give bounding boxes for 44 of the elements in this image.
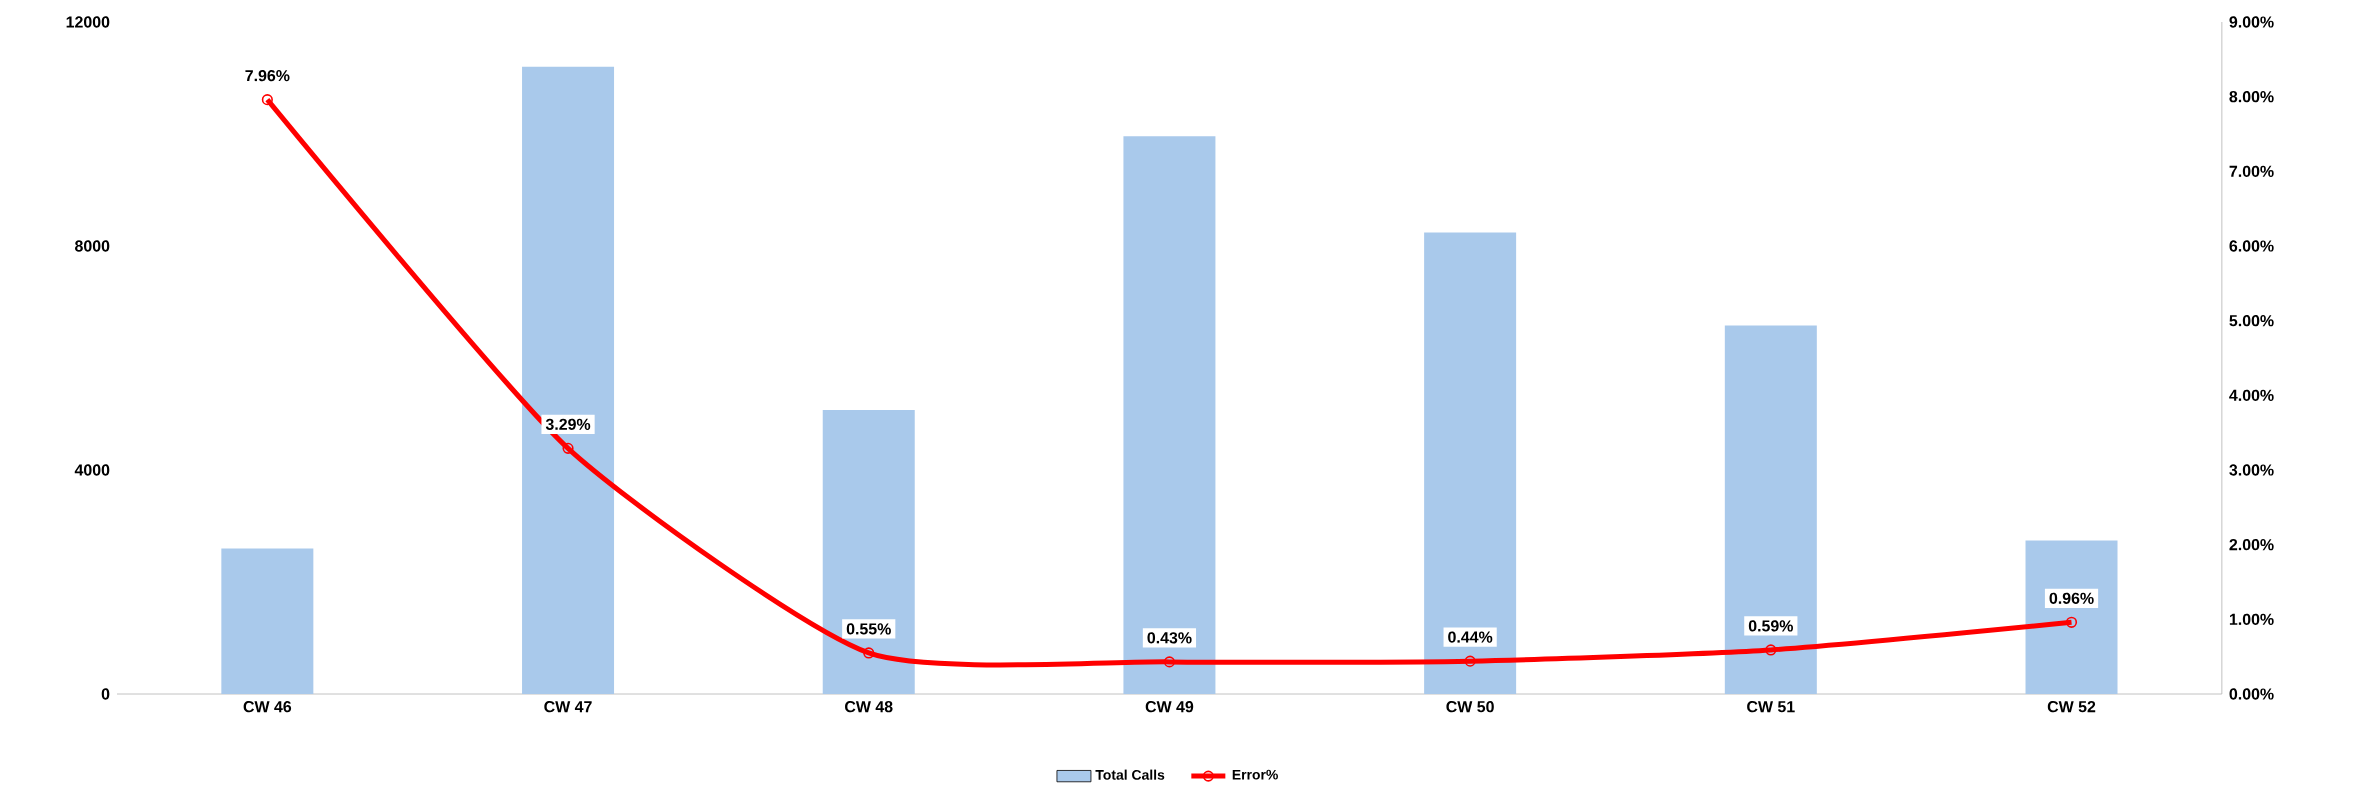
- point: [1765, 644, 1777, 656]
- point: [863, 647, 875, 659]
- y2-tick-label: 6.00%: [2229, 240, 2274, 252]
- y2-tick-label: 3.00%: [2229, 464, 2274, 476]
- data-label: 7.96%: [245, 69, 290, 82]
- point: [261, 94, 273, 106]
- bar: [1123, 136, 1216, 694]
- bar: [2025, 540, 2118, 694]
- x-tick-label: CW 50: [1446, 701, 1494, 713]
- point: [1163, 656, 1176, 668]
- x-tick-label: CW 48: [845, 701, 893, 713]
- y2-tick-label: 5.00%: [2229, 315, 2274, 327]
- point: [2065, 616, 2078, 628]
- data-label: 0.43%: [1147, 632, 1192, 644]
- bar: [1724, 325, 1817, 694]
- y-tick-label: 0: [101, 688, 110, 700]
- x-tick-label: CW 46: [243, 701, 292, 713]
- y2-tick-label: 0.00%: [2229, 688, 2274, 700]
- x-tick-label: CW 51: [1747, 701, 1795, 713]
- legend-label: Error%: [1232, 769, 1278, 780]
- legend-label: Total Calls: [1095, 769, 1165, 780]
- y-tick-label: 8000: [75, 240, 110, 252]
- bar: [522, 66, 615, 694]
- y2-tick-label: 1.00%: [2229, 613, 2274, 625]
- y2-tick-label: 9.00%: [2229, 16, 2274, 28]
- y2-tick-label: 7.00%: [2229, 165, 2274, 177]
- point: [562, 442, 574, 454]
- data-label: 3.29%: [545, 418, 591, 430]
- data-label: 0.55%: [846, 623, 891, 635]
- y2-tick-label: 8.00%: [2229, 91, 2274, 103]
- x-tick-label: CW 47: [544, 701, 592, 713]
- bar: [1424, 232, 1517, 694]
- y2-tick-label: 2.00%: [2229, 539, 2274, 551]
- data-label: 0.44%: [1448, 631, 1493, 643]
- x-tick-label: CW 49: [1145, 701, 1194, 713]
- data-label: 0.59%: [1748, 620, 1793, 632]
- y-tick-label: 4000: [74, 464, 110, 476]
- data-label: 0.96%: [2049, 592, 2094, 604]
- point: [1464, 655, 1476, 667]
- y-tick-label: 12000: [66, 16, 110, 28]
- bar: [822, 410, 915, 694]
- bar: [221, 548, 314, 694]
- y2-tick-label: 4.00%: [2229, 389, 2274, 401]
- x-tick-label: CW 52: [2047, 701, 2096, 713]
